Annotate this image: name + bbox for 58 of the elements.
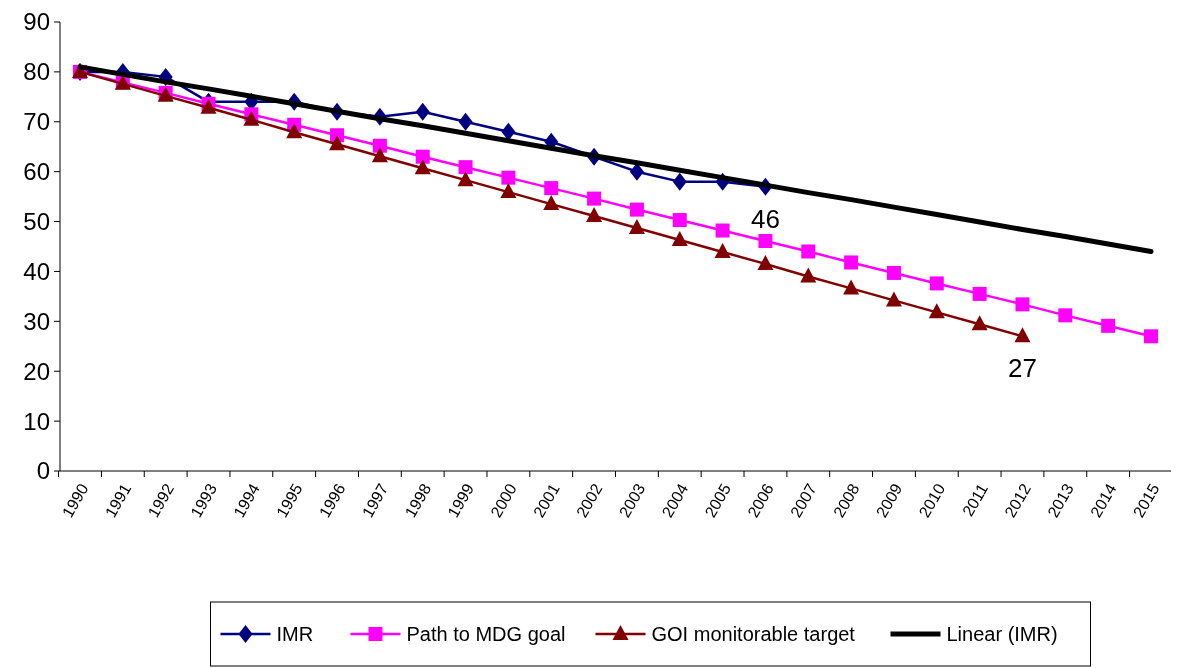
point	[672, 172, 687, 191]
legend-label: IMR	[276, 623, 314, 645]
legend-label: Linear (IMR)	[946, 623, 1058, 645]
point	[501, 170, 516, 185]
y-tick-label: 0	[36, 457, 50, 485]
point	[628, 219, 645, 235]
y-tick-label: 60	[23, 158, 50, 186]
point	[587, 191, 602, 206]
legend-label: Path to MDG goal	[406, 623, 566, 645]
point	[1144, 329, 1158, 344]
point	[329, 135, 346, 151]
point	[715, 223, 730, 238]
legend-label: GOI monitorable target	[651, 623, 856, 645]
point	[672, 213, 687, 228]
point	[972, 286, 987, 301]
point	[1058, 308, 1073, 323]
point	[500, 183, 517, 199]
point	[757, 254, 774, 270]
point	[544, 181, 559, 196]
point	[801, 244, 816, 259]
point	[671, 231, 688, 247]
point	[929, 276, 944, 291]
point	[843, 279, 860, 295]
y-tick-label: 50	[23, 207, 50, 235]
point	[243, 110, 260, 126]
y-tick-label: 80	[23, 58, 50, 86]
point	[1015, 297, 1030, 312]
y-tick-label: 40	[23, 257, 50, 285]
point	[629, 202, 644, 217]
point	[928, 303, 945, 319]
y-tick-label: 20	[23, 357, 50, 385]
point	[1101, 318, 1116, 333]
point	[458, 160, 473, 175]
point	[886, 265, 901, 280]
annotation: 27	[1008, 353, 1037, 384]
y-tick-label: 70	[23, 108, 50, 136]
point	[414, 159, 431, 175]
point	[586, 207, 603, 223]
point	[800, 267, 817, 283]
annotation: 46	[750, 203, 780, 234]
y-tick-label: 90	[23, 8, 50, 36]
point	[415, 149, 430, 164]
point	[286, 123, 303, 139]
point	[415, 102, 430, 121]
point	[971, 315, 988, 331]
point	[1014, 327, 1031, 343]
point	[501, 122, 516, 141]
point	[885, 291, 902, 307]
point	[714, 242, 731, 258]
point	[758, 234, 773, 249]
point	[458, 112, 473, 131]
point	[543, 195, 560, 211]
point	[372, 138, 387, 153]
y-tick-label: 10	[23, 407, 50, 435]
point	[844, 255, 859, 270]
point	[371, 147, 388, 163]
point	[457, 171, 474, 187]
y-tick-label: 30	[23, 307, 50, 335]
